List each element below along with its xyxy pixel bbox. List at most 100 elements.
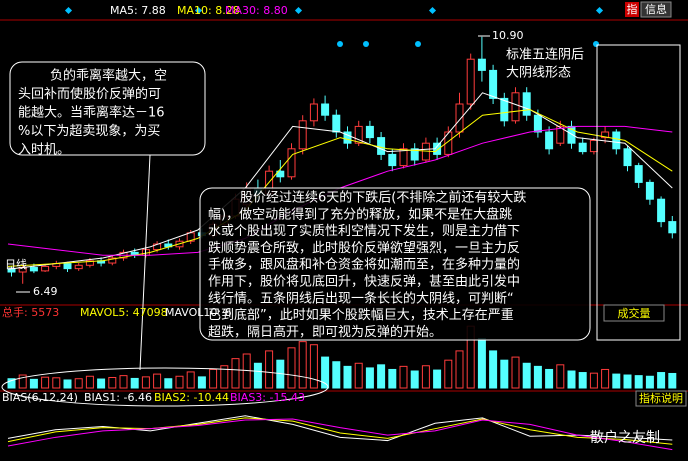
signal-markers [64,6,604,47]
volume-bar [354,362,363,389]
volume-bar [612,373,621,389]
volume-bar [52,377,61,389]
volume-bar [365,367,374,389]
ma-label: MA5: 7.88 [110,4,166,17]
volume-bar [567,370,576,389]
candle-body [489,69,498,99]
button[interactable] [603,304,665,322]
button-label[interactable]: 指 [627,2,638,16]
note-line: 能越大。当乖离率达－16 [18,105,165,121]
volume-bar [141,376,150,389]
volume-bar [388,368,397,389]
bias-label: BIAS2: -10.44 [154,391,229,404]
marker [337,41,343,47]
volume-bar [119,375,128,389]
note-line: 标准五连阴后 [506,47,584,63]
candle-body [377,137,386,155]
volume-bar [186,371,195,389]
high-label: 10.90 [492,29,524,42]
button-label[interactable]: 信息 [645,2,667,16]
mavol-label: MAVOL5: 47098 [80,306,168,319]
volume-bar [197,376,206,389]
note-box [9,61,206,156]
volume-bar [164,378,173,389]
candle-body [657,198,666,223]
candle-body [354,125,363,144]
candle-body [623,148,632,167]
note-line: 作用下，股价将见底回升，快速反弹，甚至由此引发中 [208,274,520,290]
volume-bar [287,347,296,389]
marker [415,41,421,47]
candle-body [477,58,486,71]
volume-total: 总手: 5573 [2,305,59,319]
candle-body [399,148,408,167]
note-line: 入时机。 [18,143,70,158]
volume-bar [41,376,50,389]
volume-bar [399,365,408,389]
marker [593,41,599,47]
volume-bar [332,361,341,389]
marker [595,6,604,15]
volume-bar [343,365,352,389]
candle-body [601,131,610,139]
volume-bar [265,350,274,389]
candle-body [276,170,285,178]
bias-header: BIAS(6,12,24) [2,391,78,404]
bias-line [7,418,673,451]
volume-bar [668,372,677,389]
candle-body [309,103,318,122]
volume-bar [545,368,554,389]
volume-bar [645,375,654,389]
volume-bar [455,350,464,389]
candle-body [410,148,419,161]
bias-line [7,417,673,445]
volume-bar [231,358,240,389]
volume-bar [321,356,330,389]
volume-bar [433,369,442,389]
button[interactable] [640,1,672,18]
ma-label: MA10: 8.28 [177,4,240,17]
candle-body [466,58,475,105]
note-line: 超跌，隔日高开，即可视为反弹的开始。 [208,324,442,340]
period-label: 日线 [5,257,27,271]
volume-bar [153,373,162,389]
mavol-label: MAVOL10: 6 [165,306,232,319]
candle-body [343,131,352,144]
volume-bar [29,378,38,389]
volume-bar [589,372,598,389]
candle-body [388,153,397,167]
low-label: 6.49 [33,285,58,298]
labels: MA5: 7.88 MA10: 8.28 MA30: 8.80 指 信息 日线 … [2,1,687,446]
candle-body [74,264,83,270]
volume-bar [298,341,307,389]
candle-body [365,125,374,139]
button[interactable] [625,2,639,17]
volume-bar [489,350,498,389]
volume-bar [601,368,610,389]
volume-label[interactable]: 成交量 [618,306,651,320]
note-line: 幅)，做空动能得到了充分的释放，如果不是在大盘跳 [208,206,512,222]
button[interactable] [635,390,687,407]
candle-body [63,263,72,270]
help-button[interactable]: 指标说明 [639,391,683,405]
plot-area [0,6,688,451]
highlight-ellipse [1,367,329,407]
bias-label: BIAS3: -15.43 [230,391,305,404]
highlight-box [596,44,681,341]
candle-body [567,125,576,144]
watermark: 散户之友制 [590,429,660,446]
candle-body [455,103,464,133]
candle-body [29,267,38,272]
candle-body [332,114,341,133]
volume-bar [85,375,94,389]
ma-label: MA30: 8.80 [225,4,288,17]
note-line: 已到底部”，此时如果个股跌幅巨大，技术上存在严重 [208,307,514,323]
volume-bar [477,338,486,389]
note-line: 手做多，跟风盘和补仓资金将如潮而至，在多种力量的 [208,257,520,273]
volume-bar [18,374,27,389]
candle-body [589,139,598,153]
